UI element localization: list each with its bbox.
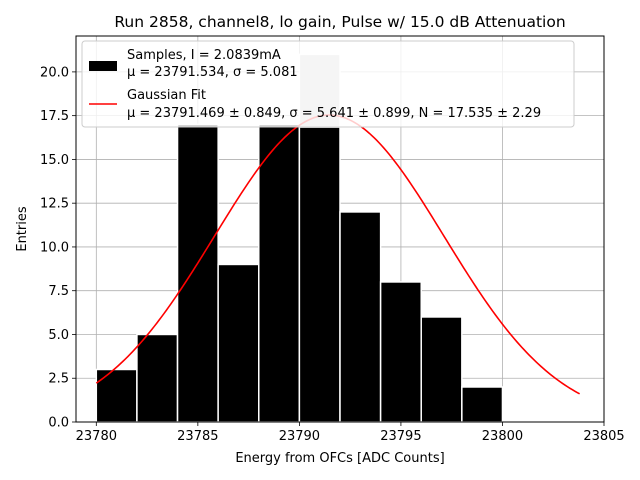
histogram-bar: [258, 123, 301, 423]
x-tick-label: 23780: [76, 429, 117, 444]
legend-samples-label: Samples, I = 2.0839mA: [127, 48, 281, 63]
y-tick-label: 0.0: [48, 416, 69, 431]
y-tick-label: 5.0: [48, 328, 69, 343]
legend-box: [81, 40, 575, 128]
x-tick-label: 23790: [279, 429, 320, 444]
histogram-bar: [217, 263, 260, 423]
y-tick-label: 15.0: [40, 153, 69, 168]
legend: Samples, I = 2.0839mA μ = 23791.534, σ =…: [81, 40, 575, 128]
y-axis-ticks: 0.0 2.5 5.0 7.5 10.0 12.5 15.0 17.5 20.0: [40, 65, 76, 431]
x-tick-label: 23785: [177, 429, 218, 444]
histogram-bar: [95, 368, 138, 423]
y-tick-label: 20.0: [40, 65, 69, 80]
histogram-bar: [176, 123, 219, 423]
histogram-bar: [420, 316, 463, 423]
histogram-bar: [461, 386, 504, 423]
x-axis-ticks: 23780 23785 23790 23795 23800 23805: [76, 422, 625, 444]
chart-title: Run 2858, channel8, lo gain, Pulse w/ 15…: [114, 13, 565, 31]
histogram-bar: [136, 333, 179, 423]
x-tick-label: 23800: [482, 429, 523, 444]
legend-fit-stats: μ = 23791.469 ± 0.849, σ = 5.641 ± 0.899…: [127, 106, 541, 121]
histogram-bar: [339, 211, 382, 423]
x-tick-label: 23795: [380, 429, 421, 444]
y-tick-label: 17.5: [40, 109, 69, 124]
x-tick-label: 23805: [583, 429, 624, 444]
plot-frame: [75, 35, 605, 423]
y-axis-label: Entries: [15, 206, 30, 252]
y-tick-label: 10.0: [40, 240, 69, 255]
x-axis-label: Energy from OFCs [ADC Counts]: [235, 451, 444, 466]
y-tick-label: 7.5: [48, 284, 69, 299]
legend-samples-swatch: [89, 61, 117, 71]
legend-samples-stats: μ = 23791.534, σ = 5.081: [127, 65, 298, 80]
histogram-bar: [379, 281, 422, 423]
histogram-bar: [298, 126, 341, 423]
y-tick-label: 2.5: [48, 372, 69, 387]
y-tick-label: 12.5: [40, 197, 69, 212]
legend-fit-label: Gaussian Fit: [127, 88, 206, 103]
